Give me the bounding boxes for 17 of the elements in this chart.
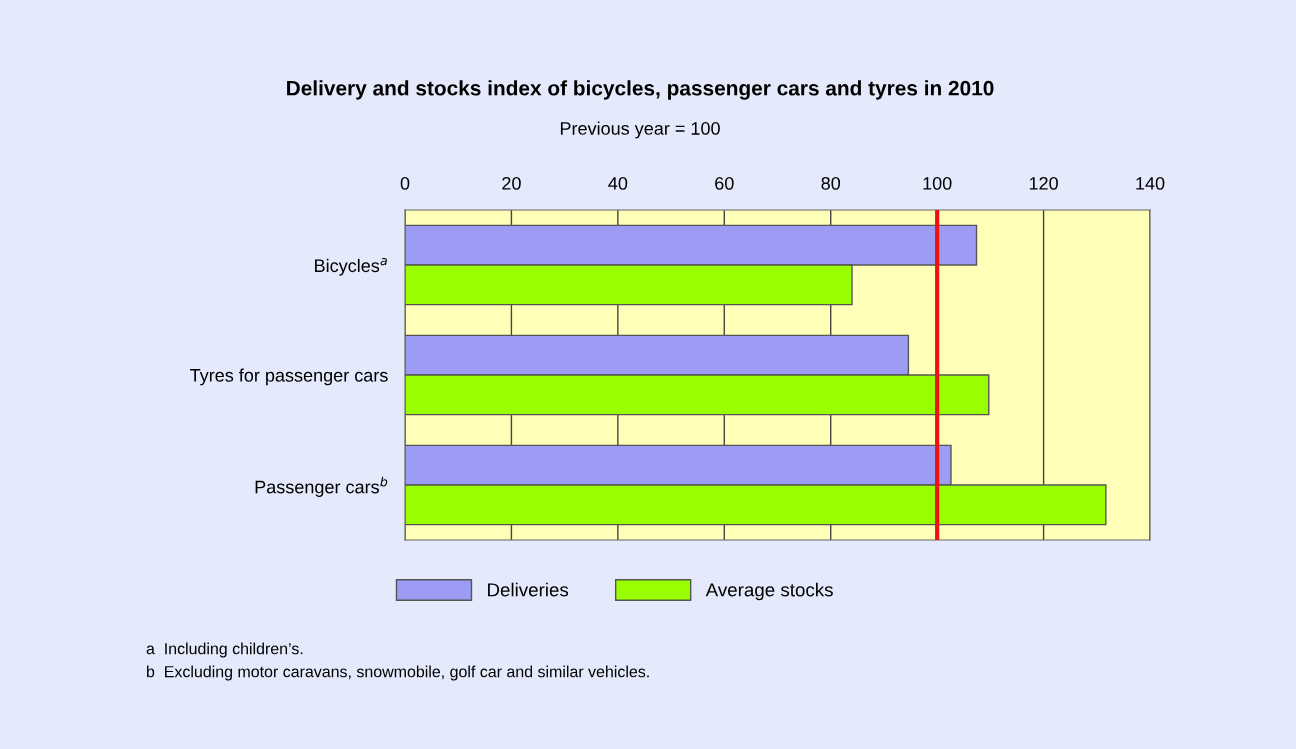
legend-label: Average stocks — [705, 582, 833, 601]
x-tick-label: 140 — [1136, 176, 1165, 190]
text: b Excluding motor caravans, snowmobile, golf car and similar vehicles. — [147, 665, 649, 681]
text: a Including children’s. — [146, 642, 303, 658]
y-tick-label: Passenger cars$^{b}$ — [255, 476, 388, 497]
x-tick-label: 20 — [502, 176, 521, 190]
x-tick-label: 120 — [1029, 176, 1058, 190]
x-tick-label: 80 — [821, 176, 841, 190]
y-tick-label: Bicycles$^{a}$ — [315, 257, 387, 276]
x-tick-label: 100 — [923, 176, 952, 190]
y-tick-label: Tyres for passenger cars — [190, 368, 388, 386]
chart-title: Delivery and stocks index of bicycles, passenger cars and tyres in 2010 — [287, 80, 994, 100]
legend-label: Deliveries — [488, 582, 569, 597]
x-tick-label: 60 — [715, 176, 734, 190]
chart-subtitle: Previous year = 100 — [560, 121, 720, 139]
x-tick-label: 0 — [400, 176, 410, 190]
x-tick-label: 40 — [608, 176, 628, 190]
